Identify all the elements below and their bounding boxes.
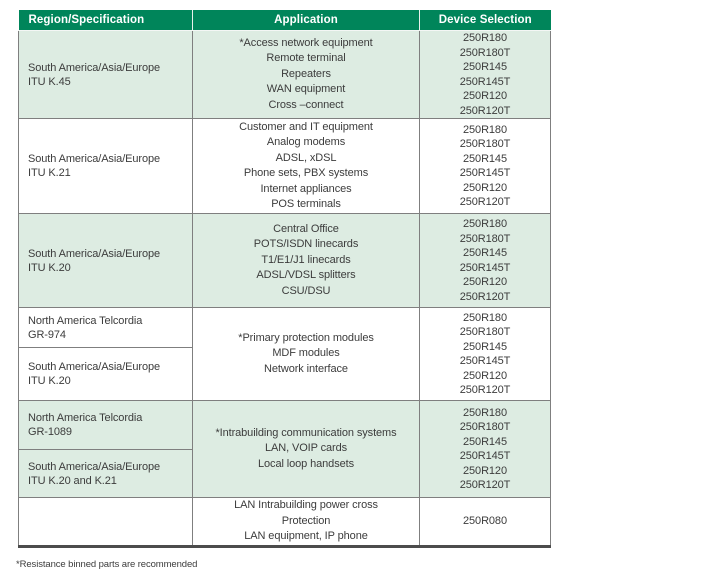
table-header-row: Region/Specification Application Device … — [18, 10, 551, 31]
table-row: North America Telcordia GR-1089 *Intrabu… — [18, 400, 551, 498]
cell-region-itu-k20-k21: South America/Asia/Europe ITU K.20 and K… — [18, 449, 193, 498]
cell-application-lan-power-cross: LAN Intrabuilding power cross Protection… — [192, 497, 420, 547]
table-row: South America/Asia/Europe ITU K.20 Centr… — [18, 213, 551, 308]
column-header-region: Region/Specification — [18, 10, 193, 31]
cell-devices: 250R180 250R180T 250R145 250R145T 250R12… — [419, 400, 551, 498]
cell-devices: 250R180 250R180T 250R145 250R145T 250R12… — [419, 213, 551, 308]
cell-application-primary-protection: *Primary protection modules MDF modules … — [192, 307, 420, 401]
cell-devices: 250R180 250R180T 250R145 250R145T 250R12… — [419, 307, 551, 401]
table-row: South America/Asia/Europe ITU K.21 Custo… — [18, 118, 551, 214]
spec-table: Region/Specification Application Device … — [18, 10, 551, 548]
cell-application-access-network: *Access network equipment Remote termina… — [192, 30, 420, 119]
cell-region-itu-k21: South America/Asia/Europe ITU K.21 — [18, 118, 193, 214]
cell-region-itu-k20-b: South America/Asia/Europe ITU K.20 — [18, 347, 193, 401]
table-row: South America/Asia/Europe ITU K.20 and K… — [18, 449, 551, 498]
table-row: South America/Asia/Europe ITU K.45 *Acce… — [18, 30, 551, 119]
column-header-device: Device Selection — [419, 10, 551, 31]
cell-region-itu-k45: South America/Asia/Europe ITU K.45 — [18, 30, 193, 119]
cell-region-gr1089: North America Telcordia GR-1089 — [18, 400, 193, 450]
column-header-application: Application — [192, 10, 420, 31]
cell-application-intrabuilding: *Intrabuilding communication systems LAN… — [192, 400, 420, 498]
table-row: South America/Asia/Europe ITU K.20 — [18, 347, 551, 401]
cell-region-itu-k20: South America/Asia/Europe ITU K.20 — [18, 213, 193, 308]
cell-devices: 250R080 — [419, 497, 551, 547]
cell-region-gr974: North America Telcordia GR-974 — [18, 307, 193, 348]
cell-region-empty — [18, 497, 193, 547]
table-row: LAN Intrabuilding power cross Protection… — [18, 497, 551, 547]
device-selection-sheet: Region/Specification Application Device … — [18, 10, 551, 548]
cell-application-central-office: Central Office POTS/ISDN linecards T1/E1… — [192, 213, 420, 308]
cell-application-customer-it: Customer and IT equipment Analog modems … — [192, 118, 420, 214]
table-row: North America Telcordia GR-974 *Primary … — [18, 307, 551, 401]
footnote-resistance-binned: *Resistance binned parts are recommended — [16, 559, 198, 570]
cell-devices: 250R180 250R180T 250R145 250R145T 250R12… — [419, 30, 551, 119]
cell-devices: 250R180 250R180T 250R145 250R145T 250R12… — [419, 118, 551, 214]
